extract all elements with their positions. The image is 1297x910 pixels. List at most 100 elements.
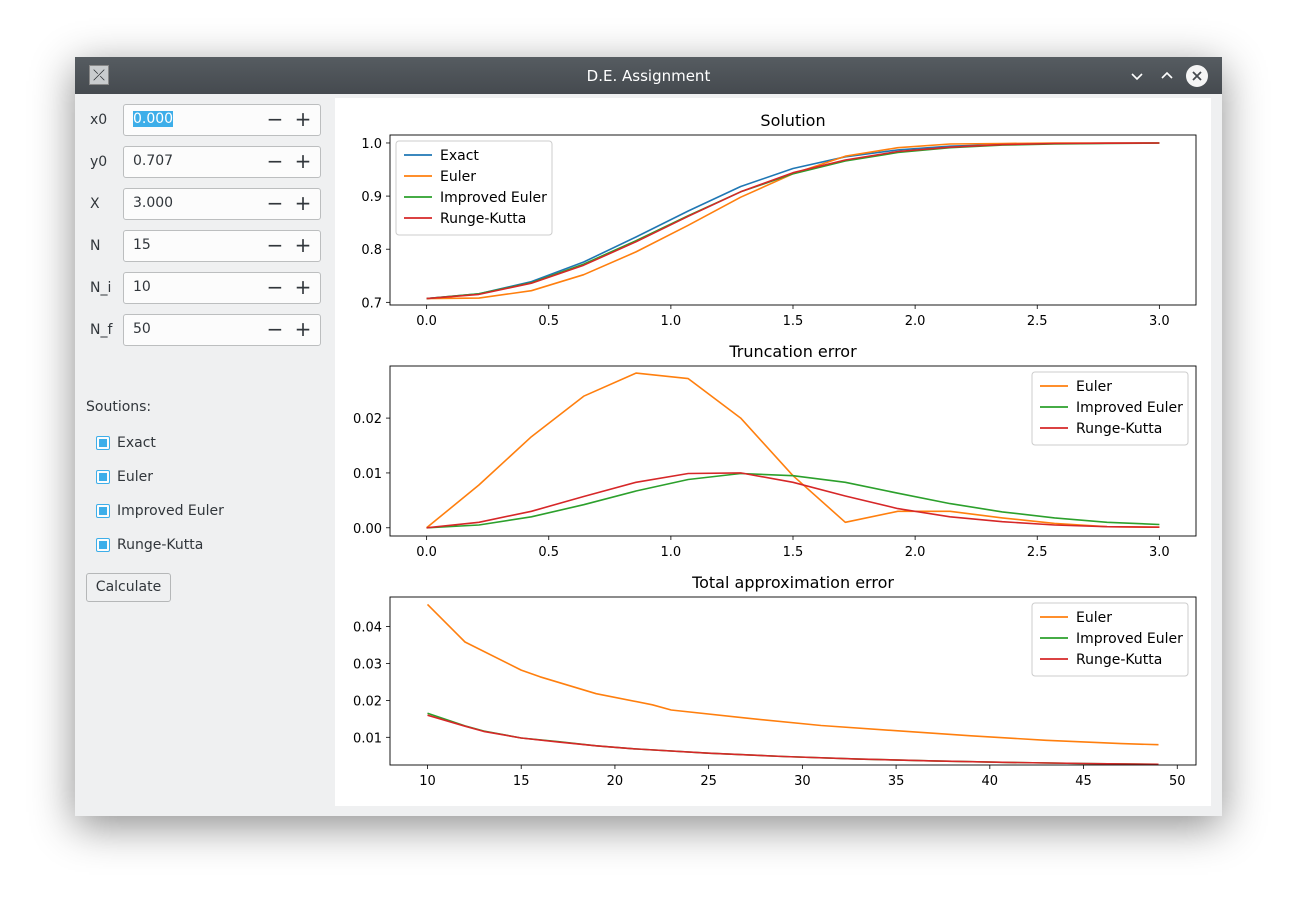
chart0-y-tick-label: 0.7 bbox=[361, 296, 382, 311]
chart2-y-tick-label: 0.04 bbox=[353, 621, 382, 636]
window-title: D.E. Assignment bbox=[586, 67, 711, 85]
N_f-spinbox[interactable]: 50 − + bbox=[123, 314, 321, 346]
minus-icon[interactable]: − bbox=[266, 191, 284, 215]
chart0-x-tick-label: 3.0 bbox=[1149, 314, 1170, 329]
minus-icon[interactable]: − bbox=[266, 233, 284, 257]
chart0-y-tick-label: 1.0 bbox=[361, 137, 382, 152]
plus-icon[interactable]: + bbox=[294, 149, 312, 173]
plot-canvas: Solution 0.0 0.5 1.0 1.5 2.0 2.5 3.0 0.7 0.8 0.9 1.… bbox=[335, 98, 1211, 806]
minimize-icon[interactable] bbox=[1126, 65, 1148, 87]
app-icon[interactable]: ⤫ bbox=[89, 65, 109, 85]
checkbox-label[interactable]: Exact bbox=[117, 435, 156, 451]
chart1-x-tick-label: 2.5 bbox=[1027, 545, 1048, 560]
checkbox-label[interactable]: Improved Euler bbox=[117, 503, 224, 519]
plus-icon[interactable]: + bbox=[294, 317, 312, 341]
checkbox-icon[interactable] bbox=[96, 470, 110, 484]
checkbox-icon[interactable] bbox=[96, 436, 110, 450]
chart2-x-tick-label: 25 bbox=[700, 774, 717, 789]
minus-icon[interactable]: − bbox=[266, 107, 284, 131]
minus-icon[interactable]: − bbox=[266, 149, 284, 173]
N-spinbox[interactable]: 15 − + bbox=[123, 230, 321, 262]
chart0-axes-frame bbox=[389, 134, 1197, 306]
plus-icon[interactable]: + bbox=[294, 107, 312, 131]
chart1-legend-label-2: Runge-Kutta bbox=[1076, 421, 1162, 437]
chart0-x-tick-label: 0.5 bbox=[538, 314, 559, 329]
chart2-x-tick-label: 15 bbox=[513, 774, 530, 789]
chart0-legend-label-1: Euler bbox=[440, 169, 476, 185]
chart2-x-tick-label: 45 bbox=[1075, 774, 1092, 789]
plus-icon[interactable]: + bbox=[294, 191, 312, 215]
chart2-x-tick-label: 50 bbox=[1169, 774, 1186, 789]
checkbox-label[interactable]: Runge-Kutta bbox=[117, 537, 204, 553]
param-row-x0: x0 0.000 − + bbox=[86, 104, 321, 136]
plus-icon[interactable]: + bbox=[294, 275, 312, 299]
spin-value[interactable]: 10 bbox=[133, 279, 151, 295]
calculate-button[interactable]: Calculate bbox=[86, 573, 171, 602]
maximize-icon[interactable] bbox=[1156, 65, 1178, 87]
chart0-series-line-3 bbox=[426, 142, 1160, 300]
chart2-x-tick-label: 40 bbox=[982, 774, 999, 789]
chart0-legend-label-0: Exact bbox=[440, 148, 479, 164]
chart1-axes-frame bbox=[389, 365, 1197, 537]
param-label: N_f bbox=[90, 322, 113, 338]
checkbox-icon[interactable] bbox=[96, 504, 110, 518]
control-panel: x0 0.000 − + y0 0.707 − + X 3.000 − + bbox=[75, 94, 335, 816]
chart1-legend-label-1: Improved Euler bbox=[1076, 400, 1183, 416]
spin-value[interactable]: 50 bbox=[133, 321, 151, 337]
chart2-series-line-0 bbox=[426, 603, 1159, 746]
spin-value[interactable]: 3.000 bbox=[133, 195, 174, 211]
chart1-title: Truncation error bbox=[728, 342, 857, 361]
plus-icon[interactable]: + bbox=[294, 233, 312, 257]
checkbox-icon[interactable] bbox=[96, 538, 110, 552]
param-label: x0 bbox=[90, 112, 108, 128]
chart1-y-tick-label: 0.01 bbox=[353, 467, 382, 482]
chart2-y-tick-label: 0.02 bbox=[353, 694, 382, 709]
param-row-X: X 3.000 − + bbox=[86, 188, 321, 220]
chart1-x-tick-label: 1.5 bbox=[783, 545, 804, 560]
chart2-x-tick-label: 35 bbox=[888, 774, 905, 789]
X-spinbox[interactable]: 3.000 − + bbox=[123, 188, 321, 220]
spin-value[interactable]: 0.000 bbox=[133, 111, 174, 127]
N_i-spinbox[interactable]: 10 − + bbox=[123, 272, 321, 304]
y0-spinbox[interactable]: 0.707 − + bbox=[123, 146, 321, 178]
param-label: N_i bbox=[90, 280, 112, 296]
chart0-legend-box bbox=[395, 140, 553, 236]
checkbox-label[interactable]: Euler bbox=[117, 469, 153, 485]
chart0-x-tick-label: 2.5 bbox=[1027, 314, 1048, 329]
chart2-series-line-2 bbox=[427, 714, 1159, 766]
chart0-title: Solution bbox=[760, 111, 825, 130]
chart2-legend-label-1: Improved Euler bbox=[1076, 631, 1183, 647]
chart2-legend-label-2: Runge-Kutta bbox=[1076, 652, 1162, 668]
x0-spinbox[interactable]: 0.000 − + bbox=[123, 104, 321, 136]
chart1-legend-label-0: Euler bbox=[1076, 379, 1112, 395]
param-row-N_i: N_i 10 − + bbox=[86, 272, 321, 304]
spin-value[interactable]: 15 bbox=[133, 237, 151, 253]
title-bar[interactable]: ⤫ D.E. Assignment bbox=[75, 57, 1222, 94]
chart2-legend-box bbox=[1031, 602, 1189, 677]
close-icon[interactable] bbox=[1186, 65, 1208, 87]
minus-icon[interactable]: − bbox=[266, 317, 284, 341]
spin-value[interactable]: 0.707 bbox=[133, 153, 174, 169]
param-label: y0 bbox=[90, 154, 108, 170]
chart1-series-line-2 bbox=[426, 472, 1160, 529]
chart1-y-tick-label: 0.00 bbox=[353, 522, 382, 537]
param-label: X bbox=[90, 196, 100, 212]
minus-icon[interactable]: − bbox=[266, 275, 284, 299]
chart0-y-tick-label: 0.9 bbox=[361, 190, 382, 205]
chart1-x-tick-label: 3.0 bbox=[1149, 545, 1170, 560]
chart0-x-tick-label: 2.0 bbox=[905, 314, 926, 329]
param-label: N bbox=[90, 238, 101, 254]
chart2-legend-label-0: Euler bbox=[1076, 610, 1112, 626]
chart2-title: Total approximation error bbox=[691, 573, 894, 592]
solutions-title: Soutions: bbox=[86, 399, 152, 415]
chart1-x-tick-label: 2.0 bbox=[905, 545, 926, 560]
app-window: ⤫ D.E. Assignment x0 0.000 − + y0 0.707 … bbox=[75, 57, 1222, 816]
chart2-x-tick-label: 20 bbox=[607, 774, 624, 789]
chart0-legend-label-3: Runge-Kutta bbox=[440, 211, 526, 227]
chart1-legend-box bbox=[1031, 371, 1189, 446]
chart1-x-tick-label: 0.0 bbox=[416, 545, 437, 560]
chart0-legend-label-2: Improved Euler bbox=[440, 190, 547, 206]
chart0-x-tick-label: 0.0 bbox=[416, 314, 437, 329]
chart2-x-tick-label: 30 bbox=[794, 774, 811, 789]
charts-svg: Solution 0.0 0.5 1.0 1.5 2.0 2.5 3.0 0.7 0.8 0.9 1.… bbox=[353, 111, 1197, 789]
